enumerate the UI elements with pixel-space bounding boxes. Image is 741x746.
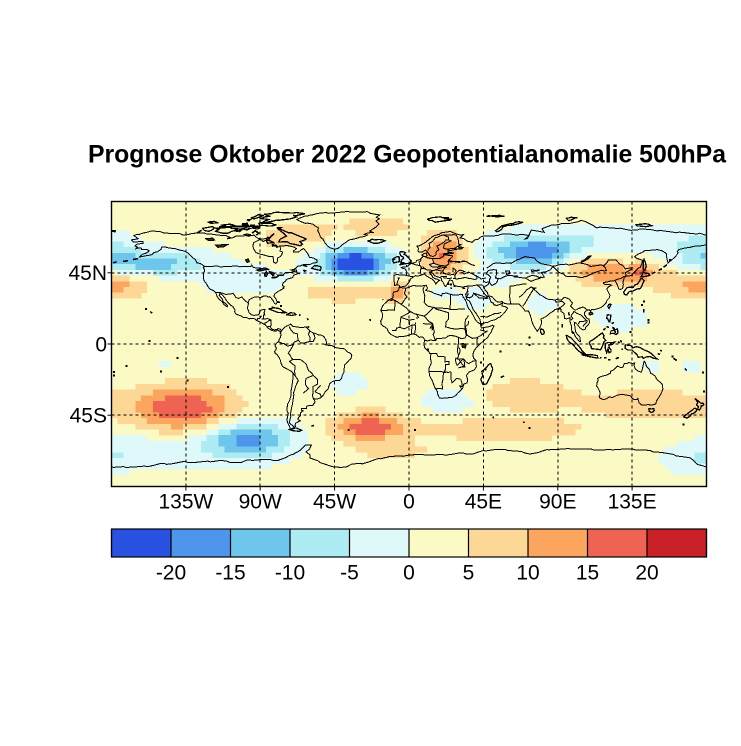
- svg-text:45E: 45E: [465, 491, 502, 514]
- svg-text:10: 10: [516, 562, 539, 585]
- svg-text:45N: 45N: [68, 262, 107, 285]
- svg-text:0: 0: [403, 491, 415, 514]
- svg-text:45S: 45S: [70, 405, 107, 428]
- svg-text:15: 15: [576, 562, 599, 585]
- svg-text:90W: 90W: [239, 491, 282, 514]
- svg-text:-20: -20: [156, 562, 186, 585]
- svg-text:90E: 90E: [539, 491, 576, 514]
- svg-text:0: 0: [403, 562, 415, 585]
- svg-text:Prognose Oktober 2022 Geopoten: Prognose Oktober 2022 Geopotentialanomal…: [88, 142, 726, 169]
- svg-text:20: 20: [635, 562, 658, 585]
- svg-text:45W: 45W: [313, 491, 356, 514]
- svg-text:135E: 135E: [608, 491, 657, 514]
- svg-text:-10: -10: [275, 562, 305, 585]
- svg-text:135W: 135W: [158, 491, 213, 514]
- svg-text:-15: -15: [215, 562, 245, 585]
- svg-text:-5: -5: [340, 562, 359, 585]
- svg-text:0: 0: [95, 333, 107, 356]
- svg-text:5: 5: [463, 562, 475, 585]
